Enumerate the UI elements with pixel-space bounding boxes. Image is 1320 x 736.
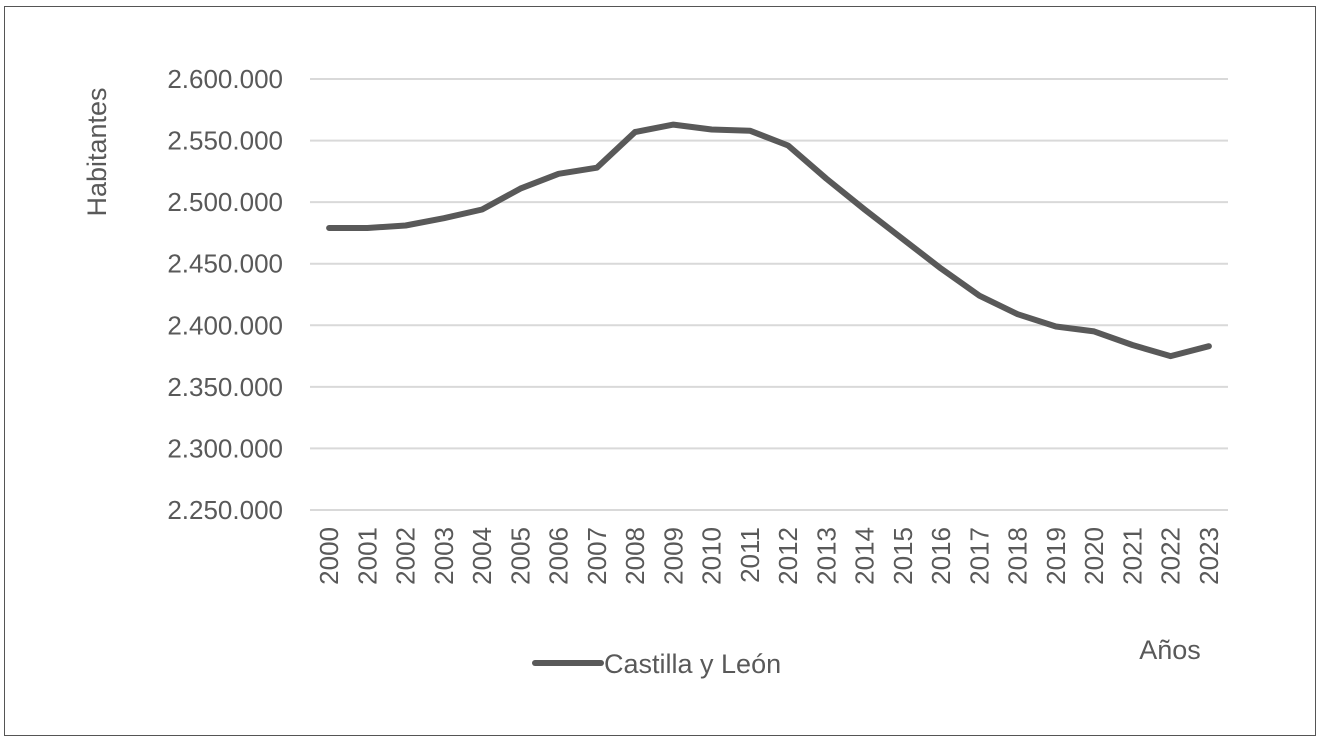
y-tick-label: 2.400.000	[167, 310, 283, 340]
x-tick-label: 2015	[888, 527, 918, 585]
x-tick-label: 2008	[620, 527, 650, 585]
x-tick-label: 2009	[658, 527, 688, 585]
y-axis-title: Habitantes	[82, 87, 112, 216]
x-axis-title: Años	[1139, 635, 1201, 665]
y-tick-label: 2.350.000	[167, 372, 283, 402]
x-tick-label: 2006	[544, 527, 574, 585]
y-tick-label: 2.500.000	[167, 187, 283, 217]
x-tick-label: 2004	[467, 527, 497, 585]
y-tick-label: 2.600.000	[167, 64, 283, 94]
y-tick-label: 2.300.000	[167, 433, 283, 463]
x-tick-label: 2016	[926, 527, 956, 585]
y-tick-label: 2.450.000	[167, 249, 283, 279]
x-tick-label: 2007	[582, 527, 612, 585]
series-line	[326, 121, 1212, 360]
x-tick-label: 2001	[352, 527, 382, 585]
x-tick-label: 2020	[1079, 527, 1109, 585]
x-tick-labels: 2000 2001 2002 2003 2004 2005 2006 2007 2008 2009…	[314, 527, 1224, 585]
x-tick-label: 2000	[314, 527, 344, 585]
x-tick-label: 2023	[1194, 527, 1224, 585]
x-tick-label: 2012	[773, 527, 803, 585]
x-tick-label: 2019	[1041, 527, 1071, 585]
x-tick-label: 2014	[850, 527, 880, 585]
series-lines	[326, 121, 1212, 360]
x-tick-label: 2003	[429, 527, 459, 585]
x-tick-label: 2022	[1156, 527, 1186, 585]
y-tick-label: 2.550.000	[167, 126, 283, 156]
x-tick-label: 2017	[964, 527, 994, 585]
x-tick-label: 2010	[697, 527, 727, 585]
x-tick-label: 2011	[735, 527, 765, 583]
y-tick-label: 2.250.000	[167, 495, 283, 525]
x-tick-label: 2002	[391, 527, 421, 585]
x-tick-label: 2013	[811, 527, 841, 585]
y-tick-labels: 2.250.000 2.300.000 2.350.000 2.400.000 2.45…	[167, 64, 283, 525]
x-tick-label: 2021	[1117, 527, 1147, 585]
legend-label: Castilla y León	[604, 649, 781, 679]
legend: Castilla y León	[532, 649, 781, 679]
gridlines	[310, 78, 1228, 511]
x-tick-label: 2005	[505, 527, 535, 585]
x-tick-label: 2018	[1003, 527, 1033, 585]
